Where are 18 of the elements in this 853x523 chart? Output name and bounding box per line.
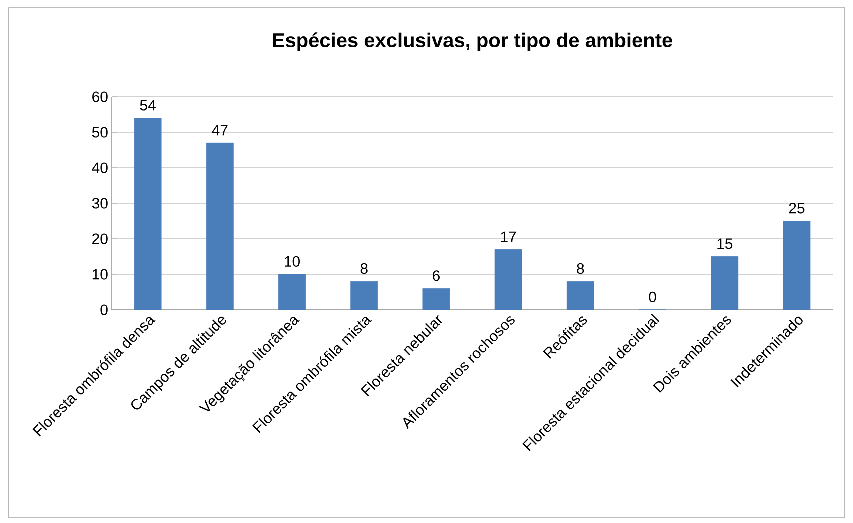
data-label: 47 [212,125,228,136]
y-tick-label: 20 [92,234,108,244]
y-tick-label: 0 [100,304,108,316]
chart-title: Espécies exclusivas, por tipo de ambiente [273,32,672,52]
data-label: 6 [433,270,440,282]
data-label: 8 [577,263,584,274]
y-tick-label: 10 [92,269,108,280]
data-label: 15 [718,238,733,250]
y-tick-label: 60 [92,92,108,102]
data-label: 54 [140,100,156,111]
data-label: 17 [501,232,516,242]
data-label: 0 [649,292,656,302]
y-tick-label: 50 [92,127,108,138]
data-label: 8 [360,263,368,274]
y-tick-label: 40 [92,162,108,174]
data-label: 25 [789,203,805,214]
y-tick-label: 30 [92,198,108,209]
data-label: 10 [285,256,300,267]
